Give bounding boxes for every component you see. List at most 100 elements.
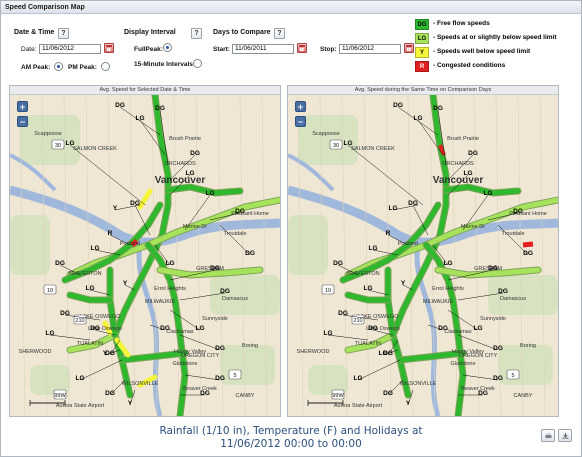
speed-code-label: DG <box>245 250 255 257</box>
speed-code-label: DG <box>433 105 443 112</box>
legend-text-dg: - Free flow speeds <box>433 20 490 27</box>
road-shield: 10 <box>43 284 57 295</box>
svg-text:10: 10 <box>325 288 331 294</box>
speed-code-label: Y <box>103 350 108 357</box>
legend-row-lg: LG - Speeds at or slightly below speed l… <box>415 33 580 44</box>
left-zoom-out-button[interactable]: − <box>17 116 28 127</box>
legend-row-r: R - Congested conditions <box>415 61 580 72</box>
callout-leader <box>367 289 389 296</box>
callout-leader <box>179 292 226 301</box>
date-time-help-button[interactable]: ? <box>58 28 69 39</box>
right-zoom-out-button[interactable]: − <box>295 116 306 127</box>
place-label: Gladstone <box>450 361 475 367</box>
speed-code-label: DG <box>90 325 100 332</box>
speed-code-label: DG <box>160 325 170 332</box>
start-date-input[interactable]: 11/06/2011 <box>232 44 294 54</box>
place-label: GRESHAM <box>196 266 224 272</box>
willamette-river <box>136 244 163 416</box>
forest-area <box>308 365 348 395</box>
stop-calendar-icon[interactable] <box>404 43 414 53</box>
forest-area <box>10 215 50 275</box>
callout-leader <box>159 109 169 166</box>
speed-code-label: LG <box>135 115 144 122</box>
speed-code-label: Y <box>401 280 406 287</box>
road-shield: 5 <box>506 369 520 380</box>
left-speed-map[interactable]: SALMON CREEK Brush Prairie ORCHARDS Vancouv… <box>10 95 280 416</box>
callout-leader <box>104 349 121 356</box>
callout-leader <box>79 359 123 381</box>
place-label: Boring <box>520 343 536 349</box>
minor-street <box>195 95 202 416</box>
print-button[interactable] <box>541 429 555 442</box>
place-label: LAKE OSWEGO <box>358 314 400 320</box>
download-button[interactable] <box>558 429 572 442</box>
freeway-segment <box>67 332 118 353</box>
minor-street <box>341 95 348 416</box>
stop-date-input[interactable]: 11/06/2012 <box>339 44 401 54</box>
callout-leader <box>154 244 171 266</box>
start-calendar-icon[interactable] <box>297 43 307 53</box>
place-label: Marine Dr <box>183 224 207 230</box>
legend-swatch-dg: DG <box>415 19 429 30</box>
display-interval-help-button[interactable]: ? <box>191 28 202 39</box>
callout-leader <box>69 144 146 206</box>
speed-code-label: DG <box>493 345 503 352</box>
minor-street <box>217 95 224 416</box>
place-label: SHERWOOD <box>297 349 330 355</box>
speed-code-label: DG <box>383 350 393 357</box>
date-calendar-icon[interactable] <box>104 43 114 53</box>
place-label: Troutdale <box>223 231 246 237</box>
date-time-heading: Date & Time <box>14 29 55 36</box>
place-label: OREGON CITY <box>459 353 498 359</box>
left-zoom-in-button[interactable]: + <box>17 101 28 112</box>
caption-line-2: 11/06/2012 00:00 to 00:00 <box>220 438 362 450</box>
date-input[interactable]: 11/06/2012 <box>39 44 101 54</box>
callout-leader <box>169 174 191 196</box>
place-label: Pleasant Home <box>231 211 269 217</box>
right-zoom-in-button[interactable]: + <box>295 101 306 112</box>
right-map-canvas[interactable]: SALMON CREEK Brush Prairie ORCHARDS Vancouv… <box>288 95 558 416</box>
speed-code-label: DG <box>235 208 245 215</box>
legend-text-r: - Congested conditions <box>433 62 506 69</box>
speed-code-label: LG <box>353 375 362 382</box>
callout-leader <box>397 106 439 136</box>
right-speed-map[interactable]: SALMON CREEK Brush Prairie ORCHARDS Vancouv… <box>288 95 558 416</box>
days-to-compare-heading: Days to Compare <box>213 29 271 36</box>
place-label: Errol Heights <box>154 286 186 292</box>
road-shield: 5 <box>228 369 242 380</box>
speed-code-label: Y <box>406 400 411 407</box>
place-label: Vancouver <box>433 175 484 186</box>
am-peak-radio[interactable] <box>54 62 63 71</box>
speed-code-label: DG <box>105 390 115 397</box>
callout-leader <box>149 324 166 331</box>
callout-leader <box>387 339 399 356</box>
speed-code-label: DG <box>60 310 70 317</box>
speed-code-label: DG <box>215 345 225 352</box>
callout-leader <box>447 309 479 331</box>
callout-leader <box>89 289 111 296</box>
minor-street <box>451 95 458 416</box>
days-to-compare-help-button[interactable]: ? <box>274 28 285 39</box>
download-icon <box>562 433 569 439</box>
minor-street <box>129 95 136 416</box>
callout-leader <box>497 224 529 256</box>
left-map-canvas[interactable]: SALMON CREEK Brush Prairie ORCHARDS Vancouv… <box>10 95 280 416</box>
speed-code-label: DG <box>498 288 508 295</box>
fifteen-minute-radio[interactable] <box>193 59 202 68</box>
callout-leader <box>447 269 494 281</box>
callout-leader <box>342 314 379 321</box>
place-label: Scappoose <box>34 131 62 137</box>
place-label: Brush Prairie <box>169 136 201 142</box>
printer-icon <box>545 433 552 438</box>
place-label: SALMON CREEK <box>351 146 395 152</box>
minor-street <box>297 95 304 416</box>
congested-segment <box>438 144 446 156</box>
freeway-segment <box>67 292 113 303</box>
speed-code-label: DG <box>200 390 210 397</box>
pm-peak-radio[interactable] <box>101 62 110 71</box>
caption-line-1: Rainfall (1/10 in), Temperature (F) and … <box>159 425 423 437</box>
callout-leader <box>109 234 131 246</box>
place-label: Scappoose <box>312 131 340 137</box>
place-label: MILWAUKIE <box>145 299 176 305</box>
fullpeak-radio[interactable] <box>163 43 172 52</box>
